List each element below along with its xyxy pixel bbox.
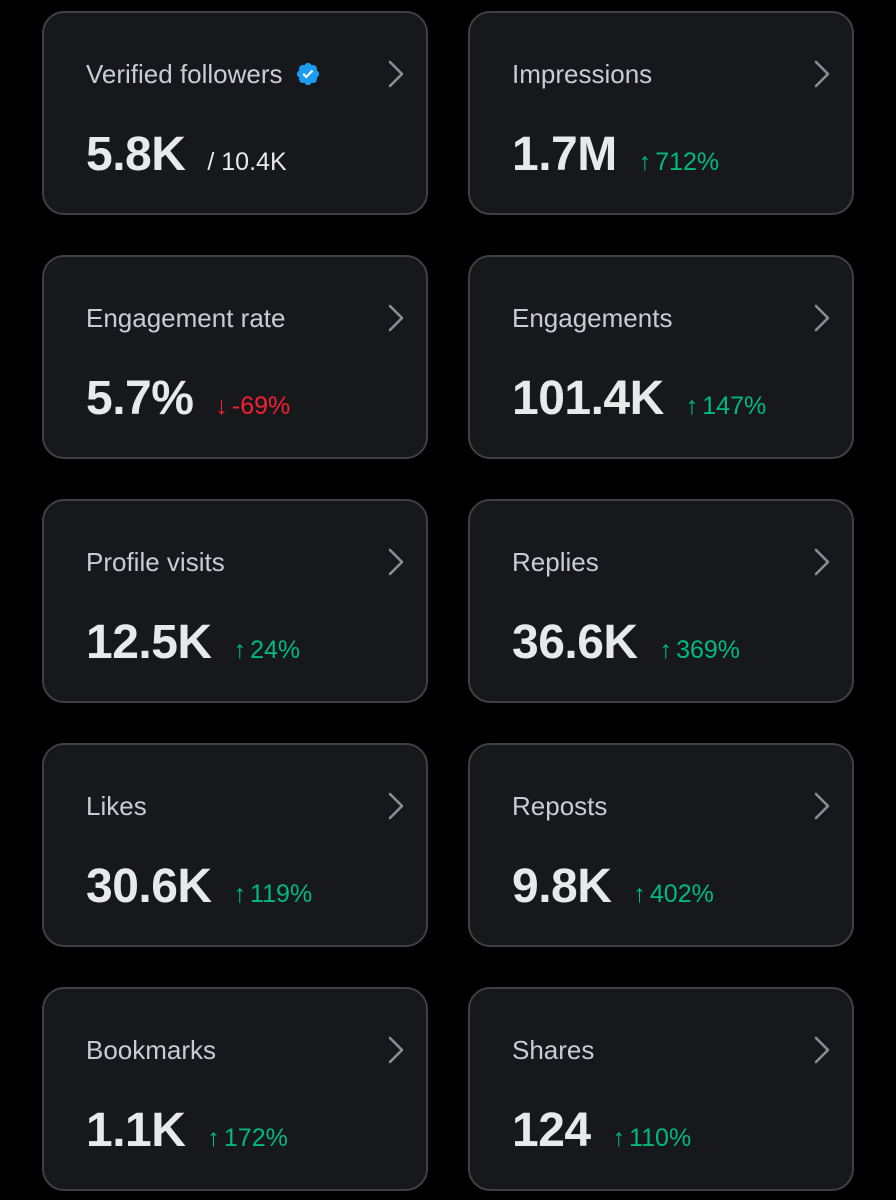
card-title: Shares [512, 1035, 595, 1065]
chevron-right-icon [388, 304, 404, 332]
card-title-wrap: Shares [512, 1033, 594, 1067]
card-title: Bookmarks [86, 1035, 217, 1065]
value-row: 1.1K ↑ 172% [86, 1103, 288, 1159]
trend-arrow-icon: ↑ [233, 636, 247, 664]
change-value: 369% [676, 636, 741, 664]
metric-change: ↓ -69% [215, 392, 290, 421]
card-title: Likes [86, 791, 147, 821]
card-likes[interactable]: Likes 30.6K ↑ 119% [42, 743, 428, 947]
change-value: 147% [702, 392, 767, 420]
metric-change: ↑ 147% [686, 392, 766, 421]
card-shares[interactable]: Shares 124 ↑ 110% [468, 987, 854, 1191]
metric-value: 30.6K [86, 860, 212, 913]
card-reposts[interactable]: Reposts 9.8K ↑ 402% [468, 743, 854, 947]
trend-arrow-icon: ↑ [207, 1124, 220, 1152]
change-value: -69% [231, 392, 291, 420]
value-row: 5.7% ↓ -69% [86, 371, 290, 427]
card-title: Profile visits [86, 547, 225, 577]
card-impressions[interactable]: Impressions 1.7M ↑ 712% [468, 11, 854, 215]
metric-value: 9.8K [512, 860, 612, 913]
trend-arrow-icon: ↑ [612, 1124, 626, 1152]
card-title-wrap: Verified followers [86, 57, 321, 91]
trend-arrow-icon: ↓ [215, 392, 228, 420]
chevron-right-icon [814, 60, 830, 88]
change-value: 119% [250, 880, 313, 908]
card-bookmarks[interactable]: Bookmarks 1.1K ↑ 172% [42, 987, 428, 1191]
metric-value: 36.6K [512, 616, 638, 669]
card-title-wrap: Replies [512, 545, 599, 579]
card-title-wrap: Reposts [512, 789, 607, 823]
trend-arrow-icon: ↑ [685, 392, 699, 420]
metrics-grid: Verified followers 5.8K / 10.4K Impressi… [42, 11, 854, 1191]
card-title: Impressions [512, 59, 653, 89]
value-row: 30.6K ↑ 119% [86, 859, 312, 915]
value-row: 36.6K ↑ 369% [512, 615, 740, 671]
trend-arrow-icon: ↑ [633, 880, 646, 908]
value-row: 101.4K ↑ 147% [512, 371, 766, 427]
card-title-wrap: Engagement rate [86, 301, 285, 335]
chevron-right-icon [388, 548, 404, 576]
value-row: 9.8K ↑ 402% [512, 859, 714, 915]
metric-change: ↑ 119% [234, 880, 313, 909]
card-title: Verified followers [86, 59, 283, 89]
metric-total: / 10.4K [207, 148, 287, 176]
card-engagement-rate[interactable]: Engagement rate 5.7% ↓ -69% [42, 255, 428, 459]
change-value: 172% [223, 1124, 288, 1152]
card-title-wrap: Bookmarks [86, 1033, 216, 1067]
card-profile-visits[interactable]: Profile visits 12.5K ↑ 24% [42, 499, 428, 703]
chevron-right-icon [814, 792, 830, 820]
metric-value: 1.7M [512, 128, 617, 181]
metric-value: 1.1K [86, 1104, 186, 1157]
card-title: Engagement rate [86, 303, 286, 333]
chevron-right-icon [388, 1036, 404, 1064]
card-title: Replies [512, 547, 599, 577]
card-title: Engagements [512, 303, 673, 333]
metric-value: 124 [512, 1104, 591, 1157]
metric-change: ↑ 172% [207, 1124, 287, 1153]
chevron-right-icon [388, 60, 404, 88]
card-title-wrap: Engagements [512, 301, 672, 335]
change-value: 110% [629, 1124, 692, 1152]
metric-value: 5.7% [86, 372, 194, 425]
metric-change: ↑ 110% [613, 1124, 692, 1153]
change-value: 712% [655, 148, 720, 176]
card-verified-followers[interactable]: Verified followers 5.8K / 10.4K [42, 11, 428, 215]
value-row: 12.5K ↑ 24% [86, 615, 300, 671]
metric-change: ↑ 402% [633, 880, 713, 909]
change-value: 24% [250, 636, 301, 664]
value-row: 124 ↑ 110% [512, 1103, 691, 1159]
card-title-wrap: Impressions [512, 57, 652, 91]
metric-value: 101.4K [512, 372, 664, 425]
card-engagements[interactable]: Engagements 101.4K ↑ 147% [468, 255, 854, 459]
metric-change: ↑ 712% [639, 148, 719, 177]
metric-change: ↑ 24% [234, 636, 301, 665]
value-row: 1.7M ↑ 712% [512, 127, 719, 183]
card-title-wrap: Likes [86, 789, 147, 823]
trend-arrow-icon: ↑ [638, 148, 652, 176]
trend-arrow-icon: ↑ [233, 880, 247, 908]
metric-value: 5.8K [86, 128, 186, 181]
metric-value: 12.5K [86, 616, 212, 669]
card-replies[interactable]: Replies 36.6K ↑ 369% [468, 499, 854, 703]
card-title: Reposts [512, 791, 608, 821]
value-row: 5.8K / 10.4K [86, 127, 287, 183]
chevron-right-icon [388, 792, 404, 820]
chevron-right-icon [814, 1036, 830, 1064]
verified-badge-icon [296, 62, 319, 86]
change-value: 402% [649, 880, 714, 908]
chevron-right-icon [814, 304, 830, 332]
chevron-right-icon [814, 548, 830, 576]
card-title-wrap: Profile visits [86, 545, 225, 579]
metric-change: ↑ 369% [660, 636, 740, 665]
trend-arrow-icon: ↑ [659, 636, 673, 664]
